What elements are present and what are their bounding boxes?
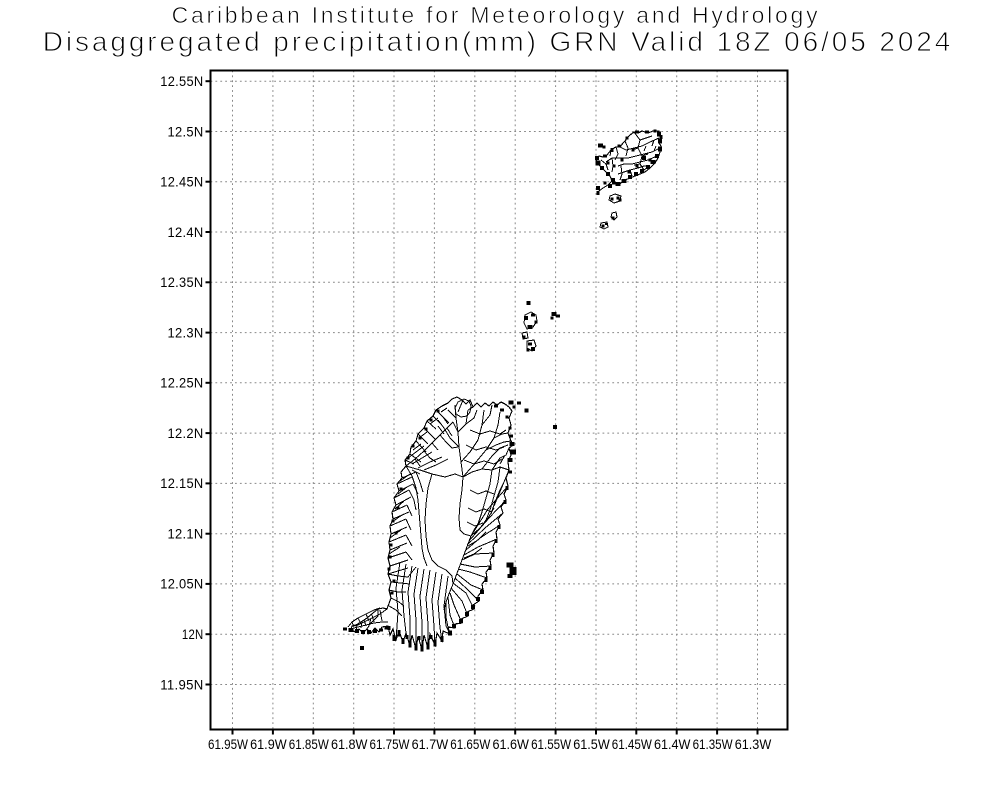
svg-text:61.6W: 61.6W xyxy=(492,737,529,752)
svg-text:61.65W: 61.65W xyxy=(450,737,490,752)
svg-text:61.8W: 61.8W xyxy=(331,737,368,752)
svg-text:12.45N: 12.45N xyxy=(160,175,203,190)
svg-text:61.55W: 61.55W xyxy=(531,737,571,752)
svg-text:61.4W: 61.4W xyxy=(654,737,691,752)
svg-text:12.15N: 12.15N xyxy=(160,476,203,491)
svg-text:12.35N: 12.35N xyxy=(160,275,203,290)
svg-text:12.3N: 12.3N xyxy=(168,325,204,340)
svg-text:61.7W: 61.7W xyxy=(412,737,449,752)
svg-text:12.1N: 12.1N xyxy=(168,527,204,542)
svg-text:12.4N: 12.4N xyxy=(168,225,204,240)
svg-text:12.5N: 12.5N xyxy=(168,124,204,139)
svg-text:11.95N: 11.95N xyxy=(160,677,203,692)
svg-text:61.5W: 61.5W xyxy=(573,737,610,752)
svg-text:12.05N: 12.05N xyxy=(160,577,203,592)
svg-text:12.55N: 12.55N xyxy=(160,74,203,89)
svg-text:12N: 12N xyxy=(182,627,204,642)
svg-text:61.9W: 61.9W xyxy=(250,737,287,752)
svg-text:61.3W: 61.3W xyxy=(735,737,772,752)
svg-text:12.2N: 12.2N xyxy=(168,426,204,441)
svg-text:61.75W: 61.75W xyxy=(370,737,410,752)
svg-text:61.35W: 61.35W xyxy=(693,737,733,752)
svg-text:61.45W: 61.45W xyxy=(612,737,652,752)
svg-text:12.25N: 12.25N xyxy=(160,376,203,391)
svg-text:61.95W: 61.95W xyxy=(208,737,248,752)
svg-text:61.85W: 61.85W xyxy=(289,737,329,752)
